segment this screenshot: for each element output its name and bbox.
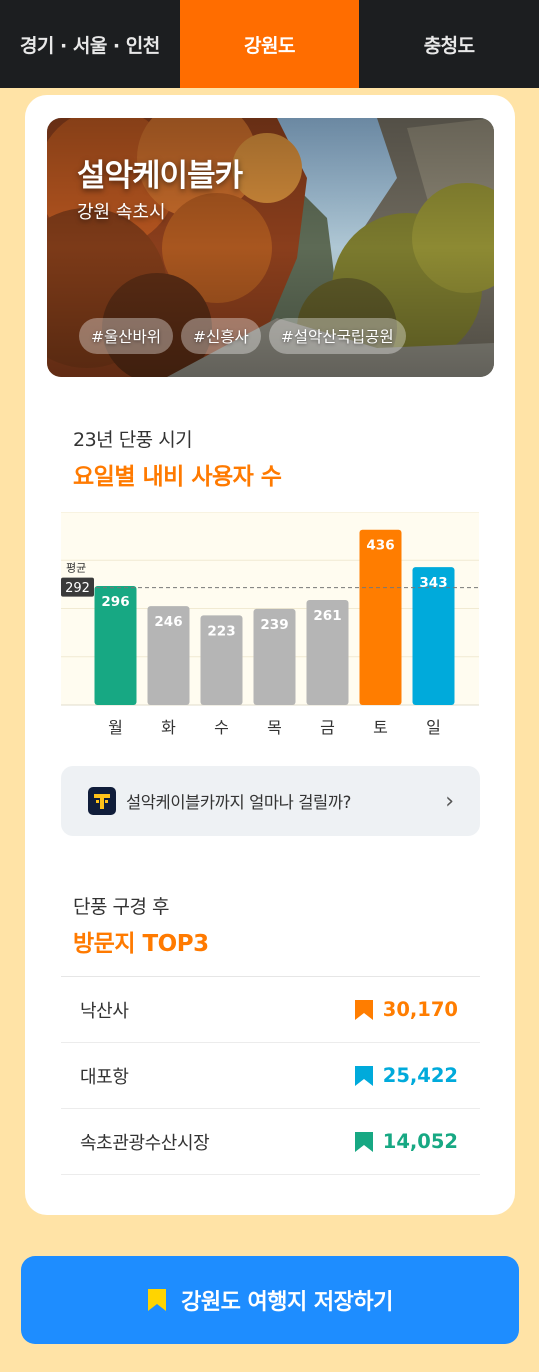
- average-value: 292: [65, 581, 90, 596]
- save-button-label: 강원도 여행지 저장하기: [181, 1290, 393, 1315]
- list-item[interactable]: 속초관광수산시장 14,052: [61, 1109, 480, 1175]
- bar-value-label: 223: [207, 623, 235, 639]
- tab-chungcheong[interactable]: 충청도: [423, 34, 475, 57]
- hero-image: 설악케이블카 강원 속초시 #울산바위 #신흥사 #설악산국립공원: [47, 118, 494, 377]
- average-caption: 평균: [66, 562, 86, 575]
- chart-title: 요일별 내비 사용자 수: [73, 464, 282, 490]
- bar-value-label: 246: [154, 614, 182, 630]
- hashtag-chip[interactable]: #울산바위: [79, 318, 174, 354]
- top3-subtitle: 단풍 구경 후: [73, 896, 169, 918]
- bookmark-icon: [354, 999, 373, 1020]
- x-tick-label: 토: [373, 718, 388, 737]
- x-tick-label: 월: [108, 718, 123, 737]
- visit-count: 25,422: [354, 1064, 458, 1087]
- bookmark-icon: [354, 1131, 373, 1152]
- autumn-valley-photo: [47, 118, 494, 377]
- x-tick-label: 화: [161, 718, 176, 737]
- place-name: 대포항: [80, 1066, 129, 1088]
- chevron-right-icon: ›: [445, 788, 454, 814]
- bookmark-icon: [354, 1065, 373, 1086]
- destination-card: 설악케이블카 강원 속초시 #울산바위 #신흥사 #설악산국립공원 23년 단풍…: [25, 95, 515, 1215]
- bar-value-label: 261: [313, 608, 341, 624]
- chart-subtitle: 23년 단풍 시기: [73, 429, 193, 451]
- x-tick-label: 금: [320, 718, 335, 737]
- bar-value-label: 343: [419, 575, 447, 591]
- list-item[interactable]: 낙산사 30,170: [61, 977, 480, 1043]
- bar: [200, 615, 243, 705]
- bar: [147, 606, 190, 705]
- x-tick-label: 목: [267, 718, 282, 737]
- average-badge: [61, 577, 94, 597]
- tab-gyeonggi-seoul-incheon[interactable]: 경기 · 서울 · 인천: [19, 34, 160, 57]
- top3-list: 낙산사 30,170 대포항 25,422 속초관광수산시장 14,052: [61, 976, 480, 1175]
- bar: [359, 529, 402, 705]
- weekday-navi-users-chart: 296 월 246 화 223 수 239 목 261 금 436 토 343 일 평균 292: [61, 512, 479, 737]
- place-location: 강원 속초시: [77, 202, 166, 223]
- hashtag-chip[interactable]: #신흥사: [181, 318, 261, 354]
- bar-value-label: 436: [366, 538, 394, 554]
- visit-count-value: 14,052: [382, 1130, 458, 1153]
- bar: [306, 600, 349, 705]
- tmap-icon: [88, 787, 116, 815]
- bar: [412, 567, 455, 705]
- place-name: 속초관광수산시장: [80, 1132, 210, 1154]
- x-tick-label: 일: [426, 718, 441, 737]
- route-time-link[interactable]: 설악케이블카까지 얼마나 걸릴까? ›: [61, 766, 480, 836]
- list-item[interactable]: 대포항 25,422: [61, 1043, 480, 1109]
- route-time-label: 설악케이블카까지 얼마나 걸릴까?: [126, 793, 351, 812]
- region-tab-bar: 경기 · 서울 · 인천 강원도 충청도: [0, 0, 539, 88]
- tab-gangwon[interactable]: 강원도: [179, 0, 360, 88]
- bar-value-label: 296: [101, 594, 129, 610]
- bar-value-label: 239: [260, 617, 288, 633]
- place-title: 설악케이블카: [77, 158, 243, 194]
- x-tick-label: 수: [214, 718, 229, 737]
- bookmark-icon: [148, 1289, 167, 1311]
- hashtag-chip[interactable]: #설악산국립공원: [268, 318, 406, 354]
- visit-count-value: 30,170: [382, 998, 458, 1021]
- bar: [94, 585, 137, 705]
- place-name: 낙산사: [80, 1000, 129, 1022]
- bar: [253, 608, 296, 705]
- visit-count: 14,052: [354, 1130, 458, 1153]
- visit-count-value: 25,422: [382, 1064, 458, 1087]
- save-destinations-button[interactable]: 강원도 여행지 저장하기: [21, 1256, 519, 1344]
- visit-count: 30,170: [354, 998, 458, 1021]
- top3-title: 방문지 TOP3: [73, 931, 209, 957]
- hashtag-list: #울산바위 #신흥사 #설악산국립공원: [79, 318, 406, 354]
